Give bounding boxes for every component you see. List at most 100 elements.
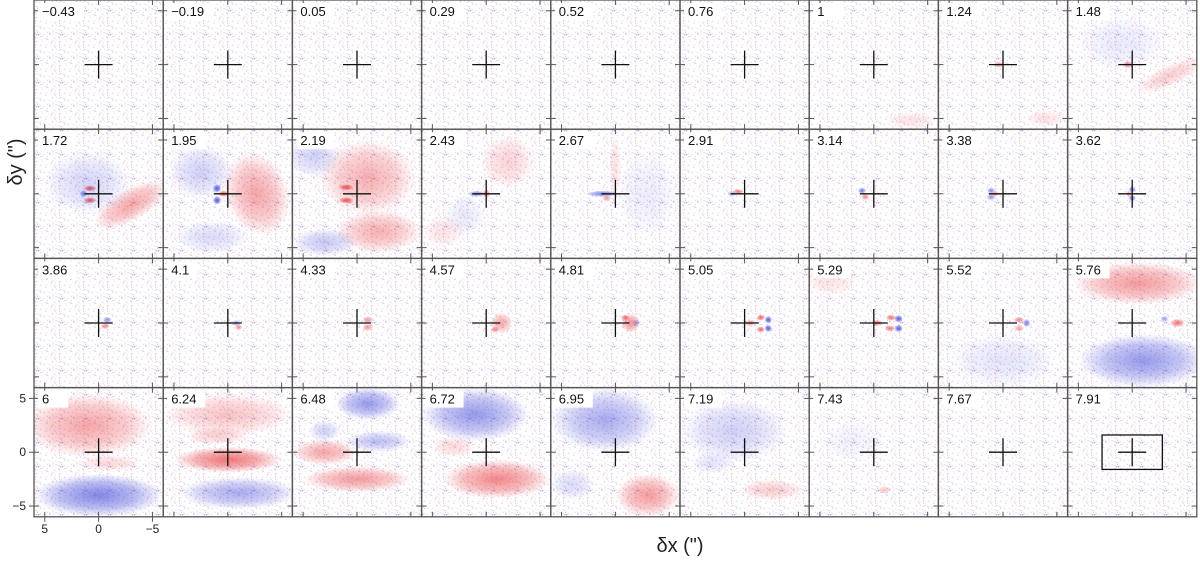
- y-tick-label: −5: [12, 499, 26, 513]
- positive-residual-blob: [1013, 316, 1025, 323]
- negative-residual-blob: [335, 387, 401, 420]
- panel-label: 2.19: [300, 133, 325, 148]
- negative-residual-blob: [894, 324, 903, 333]
- positive-residual-blob: [878, 485, 892, 495]
- positive-residual-blob: [362, 316, 374, 324]
- panel-11: [292, 129, 422, 259]
- positive-residual-blob: [1169, 318, 1185, 328]
- positive-residual-blob: [77, 454, 142, 472]
- positive-residual-blob: [615, 473, 680, 517]
- panel-25: [938, 258, 1068, 388]
- panel-label-bg: [296, 390, 335, 408]
- positive-residual-blob: [184, 427, 250, 445]
- negative-residual-blob: [34, 473, 164, 517]
- panel-label-bg: [38, 3, 84, 20]
- panel-label: 4.57: [430, 262, 455, 277]
- positive-residual-blob: [602, 194, 612, 202]
- panel-label-bg: [167, 132, 206, 150]
- axes-layer: 5 0 −5 5 0 −5: [12, 391, 159, 535]
- negative-residual-blob: [1160, 315, 1169, 322]
- panel-label: 7.91: [1076, 392, 1101, 407]
- panel-label-bg: [554, 261, 593, 279]
- panel-label-bg: [167, 390, 206, 408]
- positive-residual-blob: [756, 326, 766, 333]
- panel-label-bg: [38, 132, 76, 150]
- panel-label-bg: [684, 390, 722, 408]
- positive-residual-blob: [34, 393, 153, 458]
- panel-label-bg: [684, 3, 722, 20]
- x-axis-label: δx ("): [656, 535, 703, 557]
- panel-32: [680, 387, 810, 517]
- negative-residual-blob: [1022, 318, 1031, 328]
- beam-box: [1101, 434, 1163, 471]
- negative-residual-blob: [443, 193, 487, 237]
- panel-label: 4.1: [171, 262, 189, 277]
- panel-label-bg: [167, 3, 214, 20]
- panel-label-bg: [684, 261, 722, 279]
- panel-label-bg: [942, 261, 981, 279]
- panel-label-bg: [425, 261, 464, 279]
- panel-label: 3.38: [946, 133, 971, 148]
- panel-label: 5.52: [946, 262, 971, 277]
- panel-label-bg: [942, 132, 981, 150]
- negative-residual-blob: [346, 430, 411, 453]
- panel-label-bg: [425, 390, 464, 408]
- negative-residual-blob: [168, 145, 234, 200]
- panel-label: 3.14: [817, 133, 842, 148]
- negative-residual-blob: [1078, 333, 1197, 388]
- panel-label-bg: [813, 390, 852, 408]
- positive-residual-blob: [319, 139, 417, 216]
- panel-label-bg: [296, 132, 335, 150]
- panel-label-bg: [554, 3, 593, 20]
- positive-residual-blob: [490, 326, 500, 333]
- negative-residual-blob: [102, 316, 112, 323]
- panel-label-bg: [296, 261, 335, 279]
- positive-residual-blob: [94, 179, 164, 230]
- panel-19: [163, 258, 293, 388]
- panel-label: 5.29: [817, 262, 842, 277]
- x-tick-label: 0: [95, 522, 102, 536]
- panel-27: [34, 387, 164, 517]
- positive-residual-blob: [860, 193, 870, 201]
- y-axis-label: δy ("): [5, 138, 27, 185]
- panel-label-bg: [425, 3, 464, 20]
- positive-residual-blob: [884, 112, 939, 130]
- positive-residual-blob: [1135, 56, 1197, 95]
- panel-label-bg: [1071, 390, 1110, 408]
- panel-label: 4.81: [559, 262, 584, 277]
- panel-label: 1.72: [42, 133, 67, 148]
- positive-residual-blob: [884, 325, 896, 332]
- positive-residual-blob: [756, 314, 766, 321]
- panel-label: −0.43: [42, 4, 75, 19]
- panel-label-bg: [167, 261, 198, 279]
- panel-label: 7.67: [946, 392, 971, 407]
- positive-residual-blob: [362, 323, 374, 332]
- panel-label: 5.05: [688, 262, 713, 277]
- negative-residual-blob: [44, 150, 131, 216]
- panel-label: 1: [817, 4, 824, 19]
- panel-label: 0.05: [300, 4, 325, 19]
- panel-label: 0.76: [688, 4, 713, 19]
- panel-label: 1.24: [946, 4, 971, 19]
- negative-residual-blob: [308, 419, 341, 442]
- panel-label: 5.76: [1076, 262, 1101, 277]
- negative-residual-blob: [173, 220, 250, 253]
- panel-label-bg: [942, 3, 981, 20]
- panel-label-bg: [813, 3, 844, 20]
- negative-residual-blob: [632, 319, 640, 327]
- negative-residual-blob: [857, 187, 867, 194]
- x-tick-label: 5: [41, 522, 48, 536]
- panel-label: 3.86: [42, 262, 67, 277]
- positive-residual-blob: [292, 439, 358, 466]
- panel-label: 7.43: [817, 392, 842, 407]
- negative-residual-blob: [949, 333, 1057, 388]
- panel-label-bg: [425, 132, 464, 150]
- panel-label-bg: [684, 132, 722, 150]
- panel-label: 0.52: [559, 4, 584, 19]
- positive-residual-blob: [443, 459, 551, 499]
- negative-residual-blob: [292, 228, 358, 257]
- panel-label: 6: [42, 392, 49, 407]
- panel-label: 2.67: [559, 133, 584, 148]
- negative-residual-blob: [764, 316, 773, 324]
